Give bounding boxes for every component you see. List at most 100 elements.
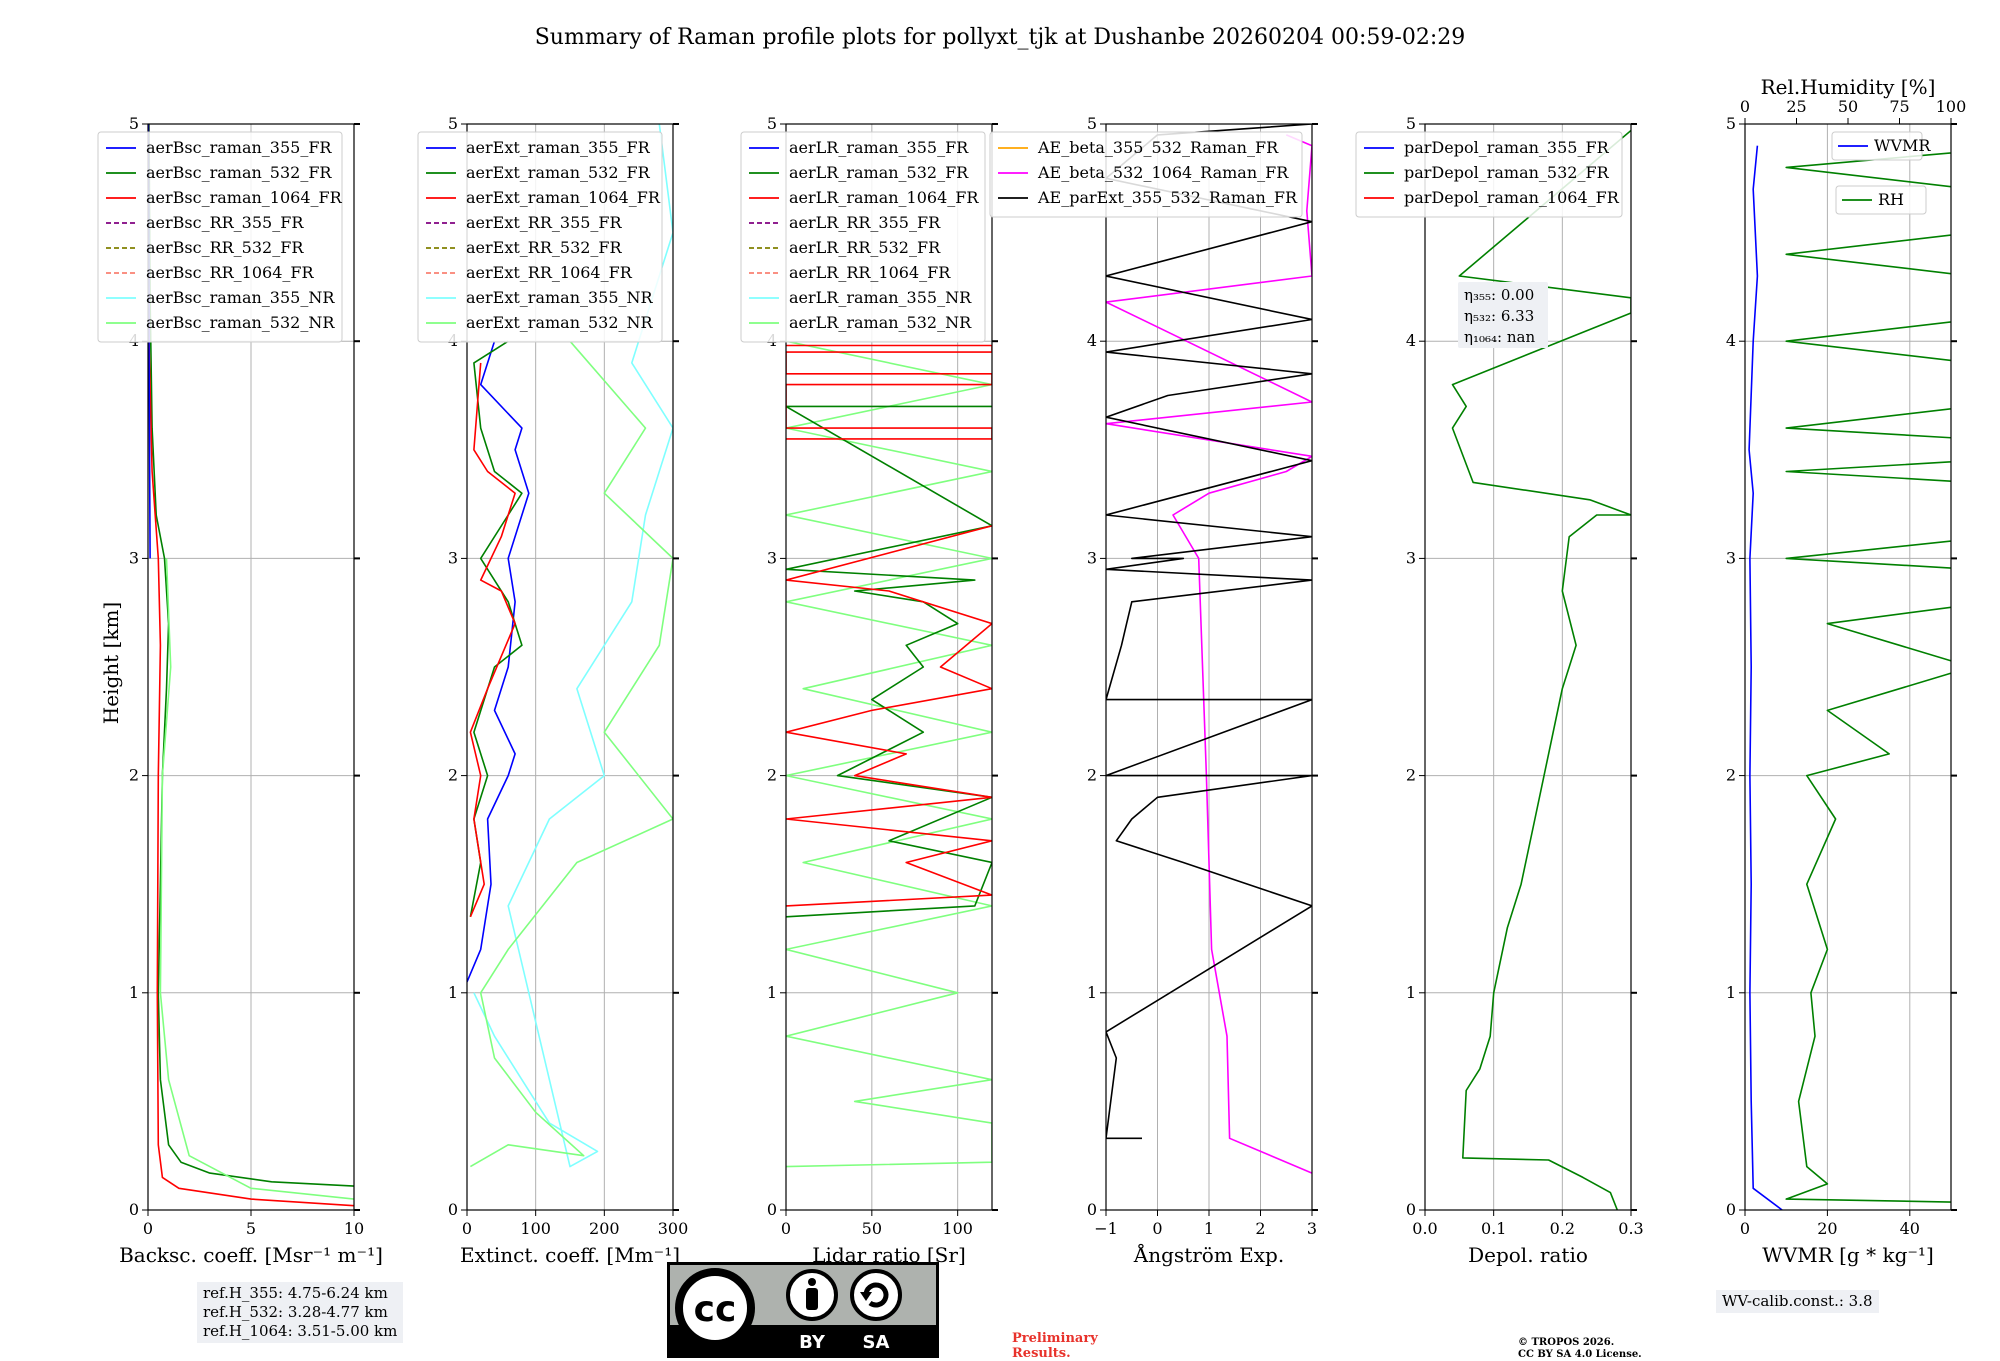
y-tick-label: 2 <box>129 766 139 785</box>
y-tick-label: 4 <box>1406 331 1416 350</box>
legend-label: aerLR_raman_355_NR <box>789 288 972 307</box>
sa-share-arc <box>863 1282 889 1308</box>
legend-label: aerLR_RR_355_FR <box>789 213 941 232</box>
eta-annotation-box <box>1458 282 1548 348</box>
y-tick-label: 2 <box>1406 766 1416 785</box>
series-line-aerBsc_raman_532_NR <box>159 558 354 1200</box>
top-x-tick-label: 50 <box>1838 97 1858 116</box>
sa-share-icon <box>850 1269 902 1321</box>
eta-annotation-line: η₃₅₅: 0.00 <box>1464 286 1534 304</box>
x-axis-label-ext: Extinct. coeff. [Mm⁻¹] <box>460 1243 680 1267</box>
top-x-tick-label: 0 <box>1740 97 1750 116</box>
series-group <box>1106 124 1312 1174</box>
preliminary-note: Preliminary Results. <box>1012 1331 1098 1361</box>
x-axis-label-ae: Ångström Exp. <box>1133 1242 1284 1267</box>
x-tick-label: 0.1 <box>1481 1219 1506 1238</box>
y-tick-label: 2 <box>1726 766 1736 785</box>
y-axis-label: Height [km] <box>99 602 123 724</box>
by-person-body <box>806 1288 818 1310</box>
series-line-AE_parExt_355_532_Raman_FR <box>1106 124 1312 1140</box>
panel-wv: 0 20 40 0 1 2 3 4 5 WVMR [g * kg⁻¹] 0 25 50 75 100Rel.… <box>1726 75 1966 1267</box>
y-tick-label: 2 <box>767 766 777 785</box>
legend-box <box>989 131 1303 218</box>
x-tick-label: 10 <box>344 1219 364 1238</box>
series-line-RH <box>1785 152 1951 1203</box>
x-tick-label: 0 <box>781 1219 791 1238</box>
legend-label: aerBsc_raman_532_FR <box>146 163 332 182</box>
wv-calibration-box: WV-calib.const.: 3.8 <box>1716 1290 1879 1313</box>
x-tick-label: 5 <box>246 1219 256 1238</box>
top-x-tick-label: 25 <box>1786 97 1806 116</box>
legend-label: aerBsc_RR_355_FR <box>146 213 304 232</box>
x-tick-label: 100 <box>520 1219 551 1238</box>
copyright-line1: © TROPOS 2026. <box>1518 1337 1615 1348</box>
y-tick-label: 1 <box>448 983 458 1002</box>
axes-frame <box>1744 123 1952 1211</box>
legend-label: aerLR_RR_1064_FR <box>789 263 951 282</box>
y-tick-label: 5 <box>767 114 777 133</box>
x-tick-label: 0.2 <box>1550 1219 1575 1238</box>
y-tick-label: 0 <box>448 1200 458 1219</box>
y-tick-label: 1 <box>1087 983 1097 1002</box>
y-tick-label: 0 <box>1087 1200 1097 1219</box>
series-line-aerExt_raman_532_FR <box>469 340 523 917</box>
series-line-aerLR_raman_532_NR <box>786 340 992 1168</box>
legend-box <box>1835 185 1927 215</box>
series-group <box>1748 145 1951 1210</box>
y-tick-label: 4 <box>1726 331 1736 350</box>
legend-label: AE_beta_532_1064_Raman_FR <box>1037 163 1289 182</box>
legend-label: aerLR_raman_532_FR <box>789 163 969 182</box>
copyright-note: © TROPOS 2026. CC BY SA 4.0 License. <box>1518 1337 1642 1361</box>
legend-label: aerBsc_raman_532_NR <box>146 313 335 332</box>
x-tick-label: 3 <box>1307 1219 1317 1238</box>
cc-license-badge[interactable]: cc BY SA <box>667 1262 939 1358</box>
copyright-line2: CC BY SA 4.0 License. <box>1518 1349 1642 1360</box>
ref-h-532: ref.H_532: 3.28-4.77 km <box>203 1303 388 1321</box>
y-tick-label: 0 <box>767 1200 777 1219</box>
series-line-aerExt_raman_355_NR <box>473 124 673 1168</box>
legend-label: RH <box>1878 190 1904 209</box>
x-tick-label: −1 <box>1094 1219 1118 1238</box>
x-tick-label: 0 <box>1152 1219 1162 1238</box>
legend-box <box>1355 131 1623 218</box>
y-tick-label: 3 <box>767 548 777 567</box>
legend-label: parDepol_raman_532_FR <box>1404 163 1610 182</box>
series-line-aerExt_raman_1064_FR <box>469 362 516 918</box>
legend-label: aerLR_raman_532_NR <box>789 313 972 332</box>
legend-label: aerLR_raman_355_FR <box>789 138 969 157</box>
y-tick-label: 5 <box>1406 114 1416 133</box>
top-x-tick-label: 75 <box>1889 97 1909 116</box>
y-tick-label: 0 <box>1406 1200 1416 1219</box>
legend-label: aerLR_RR_532_FR <box>789 238 941 257</box>
legend-label: aerExt_raman_532_NR <box>466 313 654 332</box>
legend-label: aerBsc_RR_1064_FR <box>146 263 315 282</box>
x-tick-label: 40 <box>1900 1219 1920 1238</box>
y-tick-label: 1 <box>767 983 777 1002</box>
x-tick-label: 50 <box>862 1219 882 1238</box>
x-tick-label: 1 <box>1204 1219 1214 1238</box>
legend-label: aerExt_raman_355_FR <box>466 138 651 157</box>
eta-annotation-line: η₅₃₂: 6.33 <box>1464 307 1534 325</box>
legend-label: parDepol_raman_355_FR <box>1404 138 1610 157</box>
y-tick-label: 3 <box>1726 548 1736 567</box>
sa-share-arrow <box>860 1292 872 1301</box>
legend-label: aerExt_raman_355_NR <box>466 288 654 307</box>
panel-bsc: 0510012345Backsc. coeff. [Msr⁻¹ m⁻¹]aerB… <box>97 114 383 1267</box>
series-group <box>786 340 992 1168</box>
panel-dep: 0.0 0.1 0.2 0.3 0 1 2 3 4 5 Depol. ratio parDepol_r… <box>1355 114 1644 1267</box>
series-line-aerExt_raman_532_NR <box>470 340 673 1168</box>
y-tick-label: 5 <box>1726 114 1736 133</box>
series-line-aerExt_raman_355_FR <box>467 340 530 983</box>
y-tick-label: 3 <box>129 548 139 567</box>
legend-label: aerExt_RR_1064_FR <box>466 263 633 282</box>
x-tick-label: 0 <box>143 1219 153 1238</box>
series-group <box>467 124 673 1168</box>
legend-label: aerBsc_raman_355_FR <box>146 138 332 157</box>
ref-h-355: ref.H_355: 4.75-6.24 km <box>203 1284 388 1302</box>
x-axis-label-wv: WVMR [g * kg⁻¹] <box>1762 1243 1934 1267</box>
x-tick-label: 0 <box>462 1219 472 1238</box>
panels: 0510012345Backsc. coeff. [Msr⁻¹ m⁻¹]aerB… <box>97 75 1966 1267</box>
x-axis-label-dep: Depol. ratio <box>1468 1243 1588 1267</box>
y-tick-label: 3 <box>1087 548 1097 567</box>
